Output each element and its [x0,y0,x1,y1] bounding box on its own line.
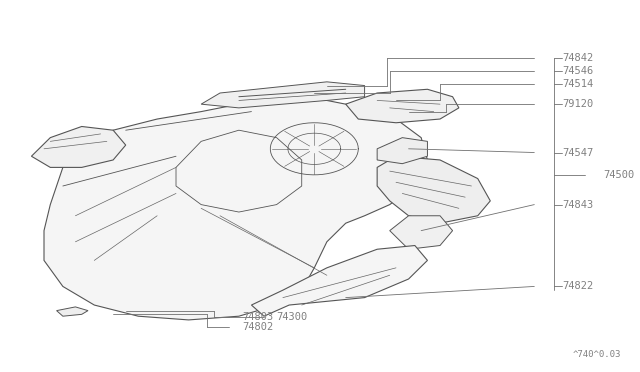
Polygon shape [31,126,125,167]
Polygon shape [377,138,428,164]
Text: 74843: 74843 [563,200,594,209]
Text: 74547: 74547 [563,148,594,157]
Polygon shape [252,246,428,316]
Polygon shape [201,82,365,108]
Text: 74300: 74300 [276,312,308,322]
Text: ^740^0.03: ^740^0.03 [573,350,621,359]
Text: 74802: 74802 [242,323,273,332]
Polygon shape [346,89,459,123]
Polygon shape [56,307,88,316]
Text: 74803: 74803 [242,312,273,322]
Polygon shape [377,156,490,223]
Text: 74514: 74514 [563,79,594,89]
Polygon shape [390,216,452,249]
Text: 74546: 74546 [563,66,594,76]
Text: 79120: 79120 [563,99,594,109]
Text: 74500: 74500 [604,170,635,180]
Text: 74822: 74822 [563,282,594,291]
Polygon shape [44,97,428,320]
Text: 74842: 74842 [563,53,594,62]
